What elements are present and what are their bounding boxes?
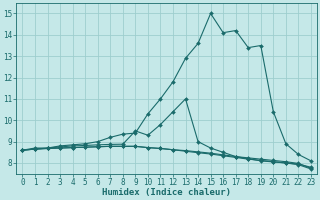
X-axis label: Humidex (Indice chaleur): Humidex (Indice chaleur)	[102, 188, 231, 197]
